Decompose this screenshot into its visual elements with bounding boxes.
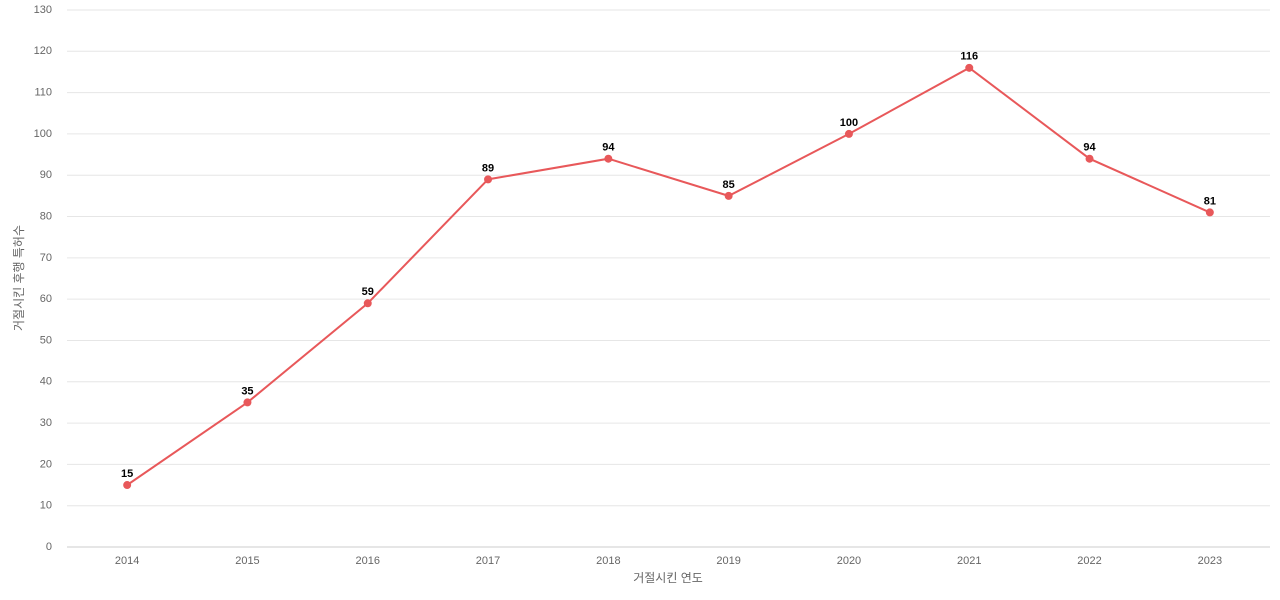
- y-tick-label: 130: [34, 4, 52, 16]
- y-tick-label: 100: [34, 128, 52, 140]
- data-line: [126, 66, 1211, 486]
- y-axis-label: 거절시킨 후행 특허수: [11, 225, 26, 331]
- x-tick-label: 2015: [235, 555, 259, 567]
- value-label: 81: [1204, 195, 1216, 207]
- value-label: 94: [1083, 142, 1096, 154]
- y-tick-label: 80: [40, 210, 52, 222]
- y-tick-label: 10: [40, 500, 52, 512]
- value-label: 35: [241, 385, 253, 397]
- data-point: [484, 175, 493, 184]
- data-point: [1205, 208, 1214, 217]
- y-tick-label: 60: [40, 293, 52, 305]
- x-tick-label: 2016: [356, 555, 380, 567]
- x-tick-label: 2023: [1198, 555, 1222, 567]
- x-tick-label: 2018: [596, 555, 620, 567]
- x-tick-label: 2021: [957, 555, 981, 567]
- value-label: 89: [482, 162, 494, 174]
- value-label: 94: [602, 142, 615, 154]
- value-label: 59: [362, 286, 374, 298]
- data-point: [1085, 154, 1094, 163]
- x-tick-label: 2022: [1077, 555, 1101, 567]
- value-label: 15: [121, 468, 133, 480]
- y-tick-label: 50: [40, 334, 52, 346]
- y-tick-label: 70: [40, 252, 52, 264]
- y-tick-label: 110: [34, 87, 52, 99]
- y-tick-label: 120: [34, 45, 52, 57]
- y-tick-label: 30: [40, 417, 52, 429]
- y-tick-label: 90: [40, 169, 52, 181]
- data-point: [965, 63, 974, 72]
- y-tick-label: 0: [46, 541, 52, 553]
- data-point: [243, 398, 252, 407]
- value-label: 116: [960, 51, 978, 63]
- value-label: 100: [840, 117, 858, 129]
- data-point: [363, 299, 372, 308]
- y-tick-label: 20: [40, 458, 52, 470]
- data-point: [604, 154, 613, 163]
- data-point: [724, 191, 733, 200]
- x-axis-label: 거절시킨 연도: [633, 571, 703, 585]
- value-label: 85: [723, 179, 735, 191]
- x-tick-label: 2020: [837, 555, 861, 567]
- x-tick-label: 2014: [115, 555, 139, 567]
- x-tick-label: 2017: [476, 555, 500, 567]
- x-tick-label: 2019: [716, 555, 740, 567]
- data-point: [844, 129, 853, 138]
- data-point: [123, 481, 132, 490]
- y-tick-label: 40: [40, 376, 52, 388]
